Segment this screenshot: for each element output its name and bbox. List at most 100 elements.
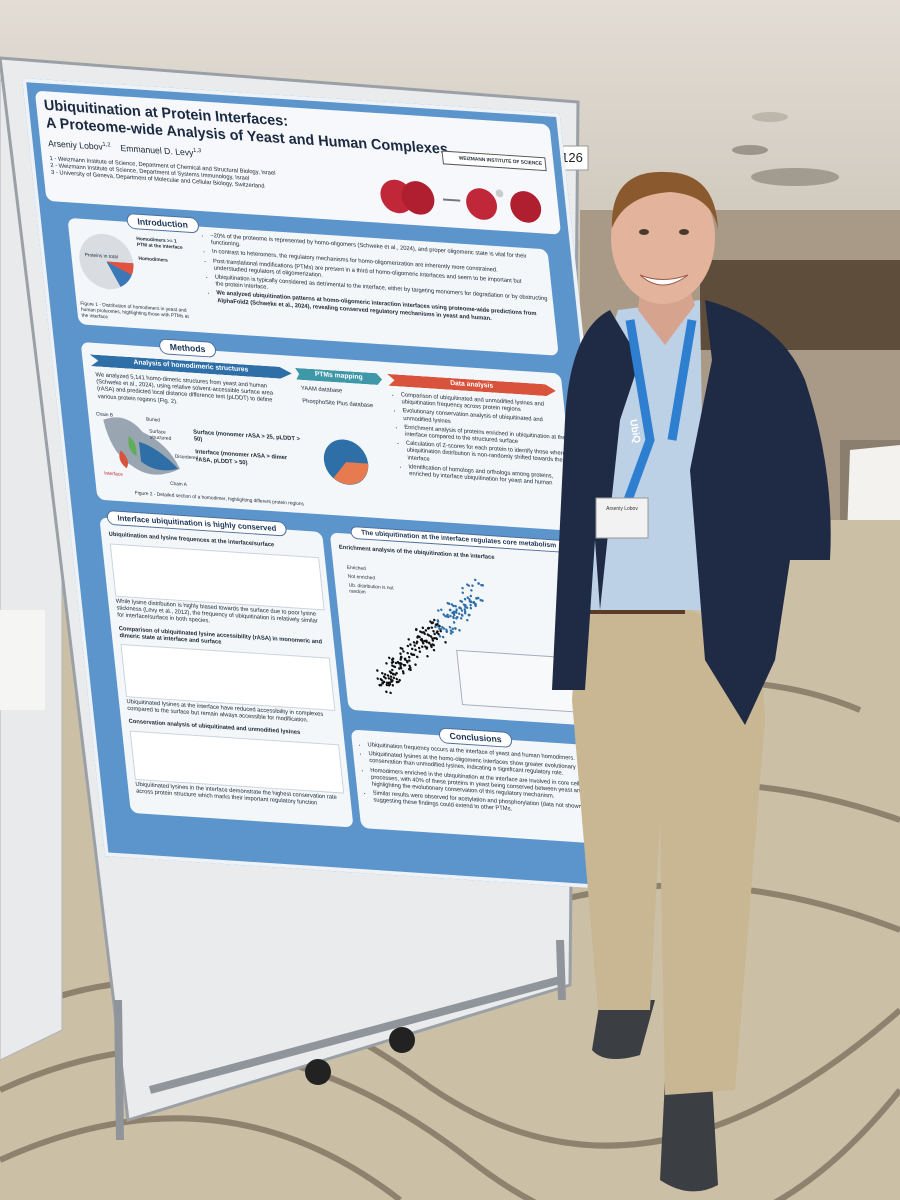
conclusion-bullets: Ubiquitination frequency occurs at the i… (360, 742, 609, 823)
scatter-dot (436, 624, 440, 628)
scatter-dot (449, 632, 453, 635)
scatter-dot (426, 654, 429, 658)
scatter-dot (459, 617, 463, 620)
scatter-dot (461, 586, 464, 590)
database: YAAM database (300, 385, 343, 395)
scatter-dot (392, 676, 396, 680)
scatter-dot (405, 659, 409, 663)
scatter-dot (469, 594, 473, 598)
scatter-dot (448, 602, 451, 606)
scatter-dot (402, 650, 405, 653)
scatter-dot (453, 610, 456, 614)
scatter-dot (387, 677, 391, 680)
author-name: Emmanuel D. Levy (119, 143, 194, 158)
scatter-dot (395, 680, 399, 684)
logo: WEIZMANN INSTITUTE OF SCIENCE (441, 150, 547, 172)
scatter-dot (395, 677, 398, 681)
scatter-dot (464, 603, 467, 607)
scatter-dot (469, 600, 473, 604)
scatter-dot (430, 626, 434, 629)
scatter-dot (389, 691, 392, 695)
scatter-dot (460, 609, 464, 612)
scatter-dot (431, 643, 434, 646)
scatter-dot (434, 625, 437, 629)
scatter-dot (421, 641, 425, 645)
scatter-dot (445, 628, 448, 632)
scatter-dot (391, 660, 395, 664)
structure-region (138, 441, 179, 471)
region-definitions: Surface (monomer rASA > 25, pLDDT > 50) … (193, 430, 304, 471)
scatter-dot (432, 648, 436, 652)
scatter-dot (463, 611, 467, 615)
author-name: Arseniy Lobov (47, 138, 104, 152)
scatter-dot (422, 631, 426, 634)
figure-caption: Figure 2 - Detailed section of a homodim… (134, 490, 305, 508)
scatter-dot (399, 658, 402, 661)
scatter-dot (449, 614, 452, 618)
pie-legend: Homodimers >= 1 PTM at the interface Hom… (136, 236, 187, 265)
scatter-dot (471, 584, 474, 587)
author: Arseniy Lobov1,2 (48, 138, 112, 152)
scatter-dot (455, 608, 458, 611)
scatter-dot (420, 631, 424, 634)
ubiquitin (495, 189, 504, 198)
scatter-dot (391, 672, 395, 676)
scatter-dot (455, 617, 458, 620)
scatter-dot (454, 610, 458, 614)
introduction-panel: Proteins in total Homodimers >= 1 PTM at… (67, 217, 559, 356)
scatter-dot (399, 662, 403, 665)
scatter-dot (385, 683, 389, 687)
scatter-dot (477, 582, 480, 585)
scatter-dot (383, 673, 387, 676)
scatter-dot (408, 659, 411, 662)
protein-blob (401, 181, 435, 215)
methods-text: We analyzed 5,141 homo-dimeric structure… (95, 372, 274, 405)
scatter-dot (406, 644, 410, 648)
scatter-dot (463, 608, 467, 611)
protein-blob (466, 188, 498, 220)
scatter-dot (385, 690, 388, 694)
scatter-dot (444, 641, 447, 644)
scatter-dot (419, 638, 423, 642)
scatter-dot (460, 613, 464, 617)
structure-label: Surface structured (148, 428, 172, 442)
author: Emmanuel D. Levy1,3 (120, 143, 202, 158)
scatter-dot (412, 641, 416, 644)
ceiling-light (732, 145, 768, 155)
scatter-dot (402, 663, 406, 667)
scatter-dot (413, 644, 416, 647)
scatter-dot (481, 599, 484, 602)
authors: Arseniy Lobov1,2 Emmanuel D. Levy1,3 (48, 138, 202, 158)
easel-wheel (389, 1027, 415, 1053)
scatter-dot (459, 599, 462, 603)
method-column-heading: PTMs mapping (295, 368, 383, 385)
scatter-dot (389, 671, 393, 675)
scatter-dot (421, 645, 424, 649)
pie-legend-item: Homodimers >= 1 PTM at the interface (136, 236, 183, 251)
scatter-dot (409, 666, 412, 669)
scatter-dot (475, 597, 478, 600)
scatter-dot (414, 663, 417, 666)
neighbor-poster-piece (0, 610, 45, 710)
methods-panel: Analysis of homodimeric structures PTMs … (80, 342, 578, 532)
structure-label: Buried (145, 416, 161, 424)
structure-label: Chain B (95, 411, 114, 419)
scatter-dot (438, 635, 442, 638)
conclusions-panel: Ubiquitination frequency occurs at the i… (350, 729, 611, 845)
scatter-dot (421, 626, 425, 630)
scatter-dot (391, 684, 395, 687)
figure-caption: Figure 1 - Distribution of homodimers in… (80, 300, 190, 321)
scatter-dot (379, 683, 383, 687)
data-analysis-bullets: Comparison of ubiquitinated and unmodifi… (393, 392, 573, 491)
easel-wheel (305, 1059, 331, 1085)
scatter-dot (417, 646, 421, 650)
scatter-dot (429, 635, 433, 638)
affiliations: 1 - Weizmann Institute of Science, Depar… (49, 156, 368, 198)
arrow (442, 198, 461, 202)
ceiling-light (752, 112, 788, 122)
poster: Ubiquitination at Protein Interfaces: A … (22, 78, 643, 892)
scatter-dot (458, 629, 461, 632)
scatter-dot (425, 647, 428, 650)
scatter-dot (458, 606, 462, 610)
scatter-dot (447, 615, 450, 619)
